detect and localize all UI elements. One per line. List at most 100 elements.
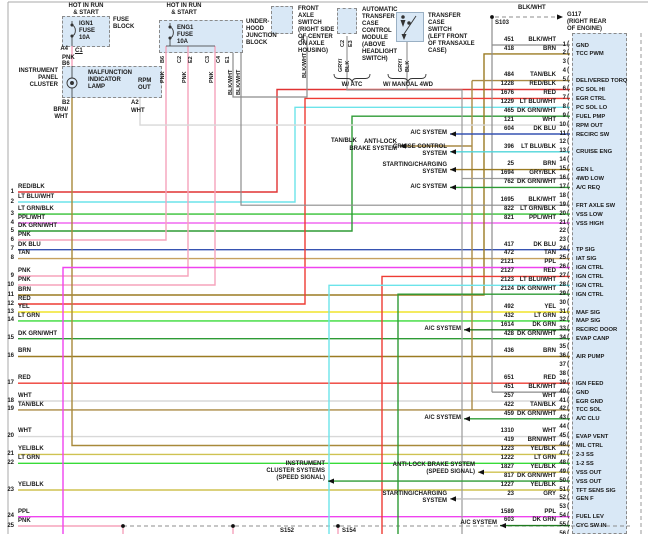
system-label-line: A/C SYSTEM <box>424 415 461 421</box>
label-blk-wht: BLK/WHT <box>228 69 234 95</box>
system-label-anti-lock-brake-system: ANTI-LOCK BRAKE SYSTEM <box>237 139 397 153</box>
label-ign1: IGN1 <box>79 21 94 27</box>
label-start: & START <box>73 10 99 16</box>
pcm-pin-color-39: RED <box>543 375 556 381</box>
pcm-connector <box>572 33 627 534</box>
left-wire-color-13: YEL <box>18 303 30 310</box>
left-wire-color-2: LT BLU/WHT <box>18 193 55 200</box>
pcm-pin-label-50: VSS OUT <box>576 478 602 485</box>
pcm-pin-color-47: YEL/BLK <box>530 446 556 453</box>
left-wire-color-6: PNK <box>18 231 31 238</box>
label-c2: C2 <box>177 55 183 63</box>
label-of-center: OF CENTER <box>298 34 333 40</box>
left-wire-number-8: 8 <box>10 255 14 262</box>
pcm-pin-bracket-8: ( <box>567 102 570 110</box>
wire-brn-wht <box>71 98 570 447</box>
pcm-pin-number-34: 34 <box>559 335 566 342</box>
pcm-pin-circuit-48: 1222 <box>500 455 514 462</box>
pcm-pin-label-39: IGN FEED <box>576 380 604 387</box>
pcm-pin-color-29: DK GRN/WHT <box>517 286 556 292</box>
pcm-pin-number-38: 38 <box>559 370 566 377</box>
pcm-pin-number-42: 42 <box>559 406 566 413</box>
mil-lamp <box>66 77 78 89</box>
pcm-pin-color-33: DK GRN <box>532 321 556 328</box>
pcm-pin-number-18: 18 <box>559 192 566 199</box>
pcm-pin-label-16: 4WD LOW <box>576 176 605 182</box>
pcm-pin-bracket-35: ( <box>567 343 570 351</box>
switch-arrow <box>400 20 406 27</box>
pcm-pin-bracket-49: ( <box>567 467 570 475</box>
pcm-pin-number-46: 46 <box>559 442 566 448</box>
pcm-pin-label-55: CYC SW IN <box>576 523 607 530</box>
system-arrow-icon <box>500 523 506 529</box>
wire-gry-blk <box>346 36 463 534</box>
pcm-pin-color-26: PPL <box>544 259 556 266</box>
system-label-starting-charging-system: STARTING/CHARGING SYSTEM <box>287 491 447 505</box>
label-c2: C2 <box>340 39 346 47</box>
label-wht: WHT <box>131 108 145 114</box>
pcm-pin-label-31: MAF SIG <box>576 309 601 316</box>
pcm-pin-circuit-27: 2127 <box>500 268 514 275</box>
pcm-pin-bracket-9: ( <box>567 111 570 119</box>
label-lamp: LAMP <box>88 84 105 90</box>
front-axle-switch <box>271 6 293 34</box>
pcm-pin-number-4: 4 <box>562 68 566 75</box>
label-blk: BLK <box>405 60 411 72</box>
pcm-pin-label-28: IGN CTRL <box>576 282 604 289</box>
pcm-pin-circuit-9: 465 <box>503 108 514 114</box>
pcm-pin-label-15: GEN L <box>576 167 594 174</box>
pcm-pin-label-13: CRUISE ENG <box>576 149 613 156</box>
label-eng1: ENG1 <box>177 25 194 31</box>
wire-red <box>381 275 570 534</box>
pcm-pin-circuit-8: 1229 <box>500 99 514 106</box>
label-hot-in-run: HOT IN RUN <box>68 3 104 9</box>
label-headlight: HEADLIGHT <box>362 49 397 55</box>
label-brn: BRN/ <box>53 107 68 113</box>
pcm-pin-number-28: 28 <box>559 281 566 288</box>
pcm-pin-bracket-19: ( <box>567 200 570 208</box>
pcm-pin-label-11: RECIRC SW <box>576 131 610 138</box>
instrument-panel-cluster <box>62 66 162 98</box>
pcm-pin-color-13: LT BLU/BLK <box>521 143 556 150</box>
pcm-pin-number-52: 52 <box>559 495 566 502</box>
label-module: MODULE <box>362 35 388 41</box>
wire-blk-wht <box>240 53 570 206</box>
system-label-line: A/C SYSTEM <box>410 184 447 190</box>
label-wht: WHT <box>54 114 68 120</box>
pcm-pin-number-51: 51 <box>559 486 566 493</box>
switch-dot <box>407 21 411 25</box>
label-block: BLOCK <box>113 24 135 30</box>
pcm-pin-bracket-26: ( <box>567 263 570 270</box>
pcm-pin-color-6: RED/BLK <box>529 81 556 88</box>
pcm-pin-color-17: DK GRN/WHT <box>517 179 556 186</box>
left-wire-color-23: YEL/BLK <box>18 481 44 488</box>
left-wire-number-14: 14 <box>7 317 14 324</box>
pcm-pin-color-40: BLK/WHT <box>528 383 556 390</box>
splice-dot <box>490 15 494 19</box>
pcm-pin-number-43: 43 <box>559 415 566 422</box>
pcm-pin-bracket-23: ( <box>567 236 570 244</box>
pcm-pin-bracket-53: ( <box>567 503 570 511</box>
wire-lt-blu-wht <box>328 284 570 534</box>
pcm-pin-number-35: 35 <box>559 344 566 351</box>
system-arrow-icon <box>450 149 456 155</box>
left-wire-number-16: 16 <box>7 353 14 359</box>
pcm-pin-label-42: TCC SOL <box>576 407 602 414</box>
system-label-line: STARTING/CHARGING <box>382 162 447 168</box>
pcm-pin-bracket-16: ( <box>567 174 570 181</box>
system-arrow-icon <box>450 184 456 190</box>
label-a2: A2 <box>131 100 139 106</box>
pcm-pin-number-30: 30 <box>559 299 566 306</box>
pcm-pin-bracket-6: ( <box>567 85 570 92</box>
system-arrow-icon <box>464 416 470 422</box>
pcm-pin-bracket-10: ( <box>567 120 570 128</box>
pcm-pin-bracket-38: ( <box>567 369 570 377</box>
left-wire-color-22: LT GRN <box>18 455 40 462</box>
label-rpm: RPM <box>138 78 152 84</box>
pcm-pin-circuit-46: 419 <box>503 437 514 444</box>
pcm-pin-bracket-18: ( <box>567 191 570 199</box>
left-wire-number-18: 18 <box>7 397 14 404</box>
wire-brn <box>18 53 570 296</box>
system-arrow-icon <box>478 469 484 475</box>
pcm-pin-label-7: EGR CTRL <box>576 95 606 102</box>
